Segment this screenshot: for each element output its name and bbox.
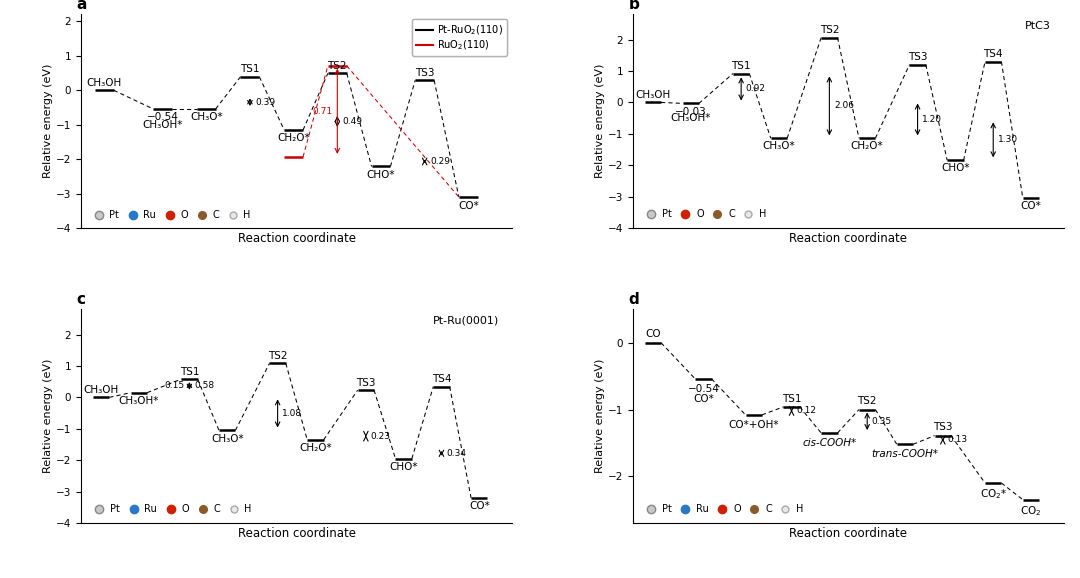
Text: TS3: TS3	[908, 52, 928, 62]
Text: CH₃OH*: CH₃OH*	[119, 396, 159, 406]
Text: CH₃O*: CH₃O*	[762, 142, 795, 151]
Text: 1.20: 1.20	[922, 115, 942, 124]
Text: 0.39: 0.39	[255, 98, 275, 107]
Text: CHO*: CHO*	[390, 462, 418, 472]
Text: d: d	[629, 292, 639, 307]
Text: 1.30: 1.30	[998, 135, 1017, 144]
Text: CO*: CO*	[693, 394, 714, 403]
Text: 0.92: 0.92	[745, 84, 766, 94]
Y-axis label: Relative energy (eV): Relative energy (eV)	[43, 359, 53, 473]
Text: TS3: TS3	[933, 423, 953, 432]
Text: Pt-Ru(0001): Pt-Ru(0001)	[433, 316, 499, 326]
Text: CH₃OH*: CH₃OH*	[143, 120, 183, 130]
Legend: Pt, O, C, H: Pt, O, C, H	[637, 206, 770, 223]
Text: 0.29: 0.29	[430, 157, 450, 166]
Text: 1.08: 1.08	[282, 409, 302, 418]
X-axis label: Reaction coordinate: Reaction coordinate	[789, 527, 907, 540]
Text: CH₃OH: CH₃OH	[86, 77, 122, 87]
Legend: Pt, Ru, O, C, H: Pt, Ru, O, C, H	[637, 501, 808, 518]
Text: a: a	[77, 0, 87, 12]
Text: 0.15: 0.15	[165, 381, 185, 390]
Text: TS4: TS4	[432, 374, 451, 384]
X-axis label: Reaction coordinate: Reaction coordinate	[238, 232, 355, 245]
Text: 2.06: 2.06	[834, 101, 854, 110]
Text: trans-COOH*: trans-COOH*	[872, 449, 939, 459]
Text: TS1: TS1	[782, 394, 801, 403]
Text: CO*: CO*	[469, 501, 489, 511]
X-axis label: Reaction coordinate: Reaction coordinate	[238, 527, 355, 540]
Text: PtC3: PtC3	[1025, 21, 1051, 31]
Text: TS4: TS4	[984, 49, 1003, 59]
Text: CO$_2$*: CO$_2$*	[980, 488, 1007, 502]
Text: 0.34: 0.34	[446, 449, 465, 458]
Text: 0.12: 0.12	[796, 406, 816, 416]
Text: 0.58: 0.58	[194, 381, 214, 390]
Text: CH₂O*: CH₂O*	[851, 142, 883, 151]
X-axis label: Reaction coordinate: Reaction coordinate	[789, 232, 907, 245]
Text: 0.49: 0.49	[342, 117, 363, 126]
Text: b: b	[629, 0, 639, 12]
Text: CH₃O*: CH₃O*	[190, 112, 222, 123]
Text: TS3: TS3	[356, 377, 376, 388]
Text: cis-COOH*: cis-COOH*	[802, 438, 856, 447]
Y-axis label: Relative energy (eV): Relative energy (eV)	[595, 64, 605, 179]
Text: TS1: TS1	[240, 64, 259, 74]
Text: TS2: TS2	[327, 61, 347, 71]
Y-axis label: Relative energy (eV): Relative energy (eV)	[43, 64, 53, 179]
Text: CHO*: CHO*	[941, 164, 970, 173]
Text: TS1: TS1	[731, 61, 751, 71]
Text: TS2: TS2	[858, 396, 877, 406]
Text: −0.54: −0.54	[147, 112, 178, 123]
Text: TS3: TS3	[415, 68, 434, 77]
Text: 0.71: 0.71	[312, 107, 332, 116]
Text: CH₃O*: CH₃O*	[211, 434, 243, 443]
Text: c: c	[77, 292, 85, 307]
Text: TS2: TS2	[268, 351, 287, 361]
Text: CO*: CO*	[1021, 202, 1041, 212]
Text: TS1: TS1	[179, 366, 199, 377]
Text: −0.03: −0.03	[675, 106, 706, 117]
Legend: Pt, Ru, O, C, H: Pt, Ru, O, C, H	[86, 501, 256, 518]
Text: 0.13: 0.13	[947, 435, 968, 444]
Text: CH₃OH: CH₃OH	[83, 385, 119, 395]
Text: TS2: TS2	[820, 25, 839, 35]
Text: CO$_2$: CO$_2$	[1021, 505, 1042, 518]
Text: CH₃OH*: CH₃OH*	[671, 113, 711, 124]
Text: CH₃OH: CH₃OH	[635, 90, 671, 100]
Text: CO: CO	[645, 329, 661, 339]
Text: 0.35: 0.35	[872, 417, 892, 426]
Text: CHO*: CHO*	[367, 170, 395, 180]
Legend: Pt, Ru, O, C, H: Pt, Ru, O, C, H	[86, 208, 254, 223]
Text: CH₂O*: CH₂O*	[299, 443, 332, 453]
Y-axis label: Relative energy (eV): Relative energy (eV)	[595, 359, 605, 473]
Text: CO*: CO*	[458, 201, 478, 210]
Text: CO*+OH*: CO*+OH*	[729, 420, 779, 429]
Text: −0.54: −0.54	[687, 384, 719, 394]
Text: 0.23: 0.23	[370, 432, 390, 440]
Text: CH₂O*: CH₂O*	[278, 134, 310, 143]
